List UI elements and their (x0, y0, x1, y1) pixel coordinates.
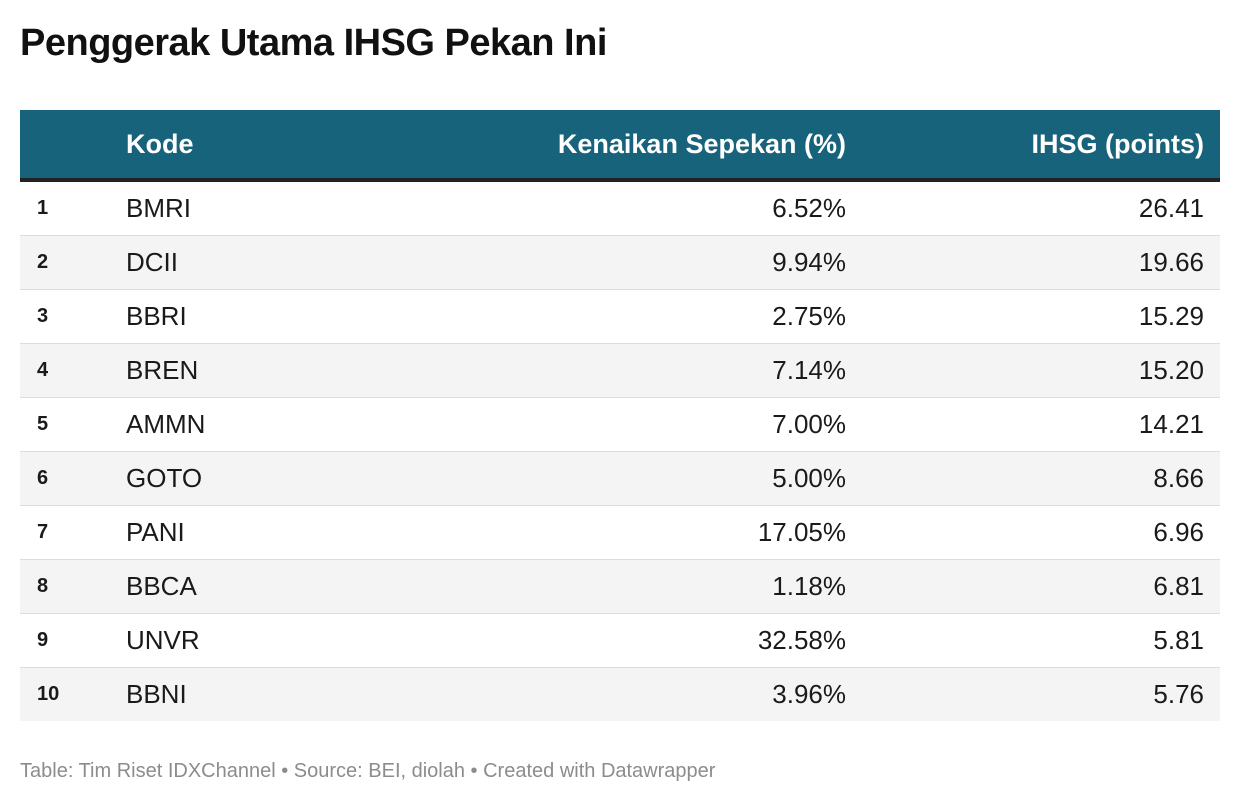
kode-cell: BREN (126, 355, 199, 385)
kenaikan-cell: 1.18% (772, 571, 846, 601)
table-row: 1 BMRI 6.52% 26.41 (20, 182, 1220, 236)
table-row: 9 UNVR 32.58% 5.81 (20, 614, 1220, 668)
kode-cell: PANI (126, 517, 185, 547)
kenaikan-cell: 32.58% (757, 625, 846, 655)
kenaikan-cell: 5.00% (772, 463, 846, 493)
ihsg-cell: 26.41 (1138, 193, 1204, 223)
kode-cell: BMRI (126, 193, 191, 223)
rank-cell: 7 (37, 521, 49, 543)
data-table: Kode Kenaikan Sepekan (%) IHSG (points) … (20, 110, 1220, 721)
table-row: 3 BBRI 2.75% 15.29 (20, 290, 1220, 344)
ihsg-cell: 6.81 (1153, 571, 1204, 601)
rank-cell: 4 (37, 359, 49, 381)
kode-cell: UNVR (126, 625, 200, 655)
chart-title: Penggerak Utama IHSG Pekan Ini (20, 22, 607, 64)
rank-cell: 2 (37, 251, 49, 273)
rank-cell: 1 (37, 197, 49, 219)
table-body: 1 BMRI 6.52% 26.41 2 DCII 9.94% 19.66 3 BBRI 2.75%… (20, 182, 1220, 721)
rank-cell: 6 (37, 467, 49, 489)
table-row: 7 PANI 17.05% 6.96 (20, 506, 1220, 560)
ihsg-cell: 15.20 (1138, 355, 1204, 385)
ihsg-cell: 19.66 (1138, 247, 1204, 277)
header-kenaikan-sepekan: Kenaikan Sepekan (%) (557, 129, 846, 159)
table-header: Kode Kenaikan Sepekan (%) IHSG (points) (20, 110, 1220, 182)
table-row: 8 BBCA 1.18% 6.81 (20, 560, 1220, 614)
ihsg-cell: 6.96 (1153, 517, 1204, 547)
table-row: 4 BREN 7.14% 15.20 (20, 344, 1220, 398)
kenaikan-cell: 9.94% (772, 247, 846, 277)
rank-cell: 5 (37, 413, 49, 435)
ihsg-cell: 5.81 (1153, 625, 1204, 655)
kenaikan-cell: 17.05% (757, 517, 846, 547)
ihsg-cell: 15.29 (1138, 301, 1204, 331)
rank-cell: 8 (37, 575, 49, 597)
kenaikan-cell: 2.75% (772, 301, 846, 331)
header-kode: Kode (126, 129, 194, 159)
ihsg-cell: 14.21 (1138, 409, 1204, 439)
table-row: 10 BBNI 3.96% 5.76 (20, 668, 1220, 721)
ihsg-cell: 8.66 (1153, 463, 1204, 493)
rank-cell: 9 (37, 629, 49, 651)
kode-cell: DCII (126, 247, 178, 277)
table-row: 5 AMMN 7.00% 14.21 (20, 398, 1220, 452)
ihsg-cell: 5.76 (1153, 679, 1204, 709)
header-ihsg-points: IHSG (points) (1031, 129, 1204, 159)
kenaikan-cell: 7.00% (772, 409, 846, 439)
kode-cell: BBRI (126, 301, 187, 331)
kode-cell: GOTO (126, 463, 203, 493)
kode-cell: BBNI (126, 679, 187, 709)
rank-cell: 3 (37, 305, 49, 327)
kenaikan-cell: 6.52% (772, 193, 846, 223)
kenaikan-cell: 7.14% (772, 355, 846, 385)
kode-cell: BBCA (126, 571, 197, 601)
source-footer: Table: Tim Riset IDXChannel • Source: BE… (20, 760, 716, 782)
kenaikan-cell: 3.96% (772, 679, 846, 709)
table-row: 2 DCII 9.94% 19.66 (20, 236, 1220, 290)
kode-cell: AMMN (126, 409, 206, 439)
rank-cell: 10 (37, 683, 60, 705)
table-row: 6 GOTO 5.00% 8.66 (20, 452, 1220, 506)
